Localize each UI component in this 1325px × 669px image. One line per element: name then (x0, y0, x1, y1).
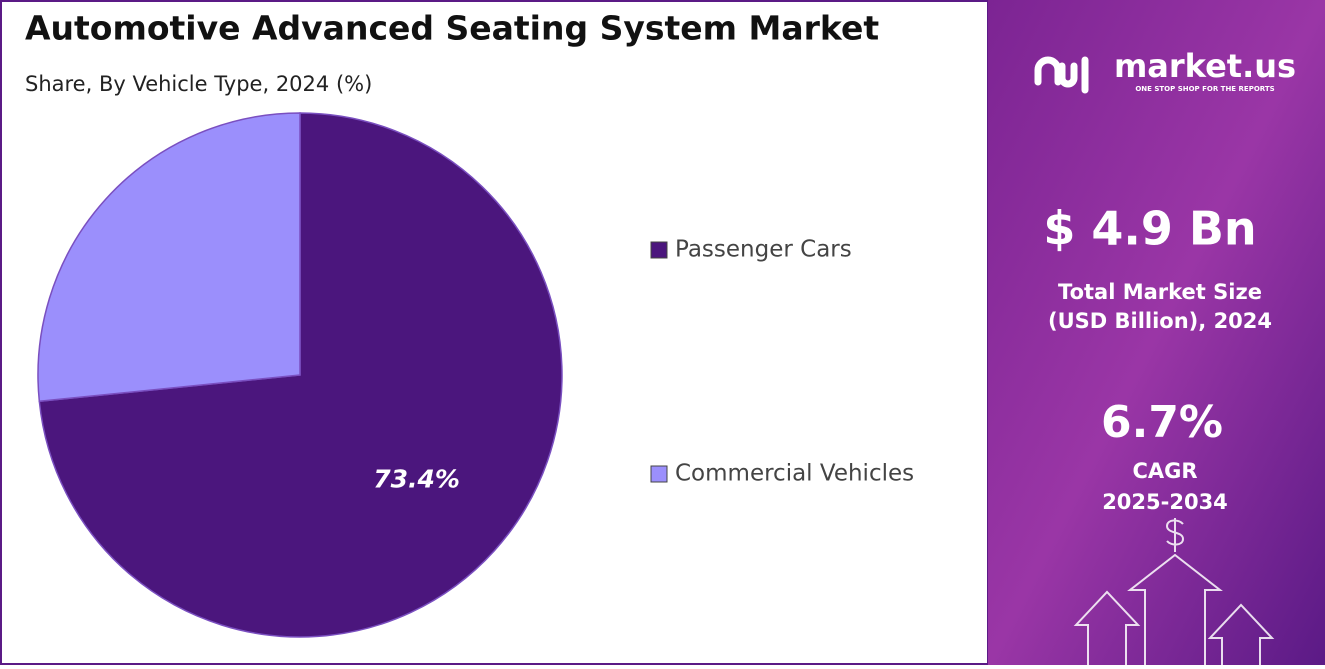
legend-swatch (650, 241, 668, 259)
cagr-period: 2025-2034 (1102, 490, 1228, 514)
dollar-icon (1165, 518, 1185, 552)
logo (1034, 56, 1089, 94)
market-size-label: Total Market Size (1058, 280, 1262, 304)
cagr-label: CAGR (1132, 459, 1197, 483)
side-panel (988, 0, 1325, 665)
pie-slice (37, 112, 301, 403)
legend-label: Commercial Vehicles (675, 461, 914, 487)
market-size-label: (USD Billion), 2024 (1048, 309, 1272, 333)
tagline: ONE STOP SHOP FOR THE REPORTS (1135, 85, 1274, 93)
arrow (1073, 590, 1141, 665)
logo-icon (1034, 56, 1089, 94)
chart-subtitle: Share, By Vehicle Type, 2024 (%) (25, 72, 372, 96)
legend-label: Passenger Cars (675, 237, 852, 263)
data-label: 73.4% (373, 464, 460, 493)
arrow (1127, 553, 1223, 665)
market-size: $ 4.9 Bn (1043, 202, 1256, 256)
arrows (1073, 518, 1275, 665)
chart-title: Automotive Advanced Seating System Marke… (25, 9, 879, 48)
brand: market.us (1114, 47, 1296, 85)
legend-swatch (650, 465, 668, 483)
arrow (1207, 603, 1275, 665)
cagr: 6.7% (1101, 397, 1223, 448)
